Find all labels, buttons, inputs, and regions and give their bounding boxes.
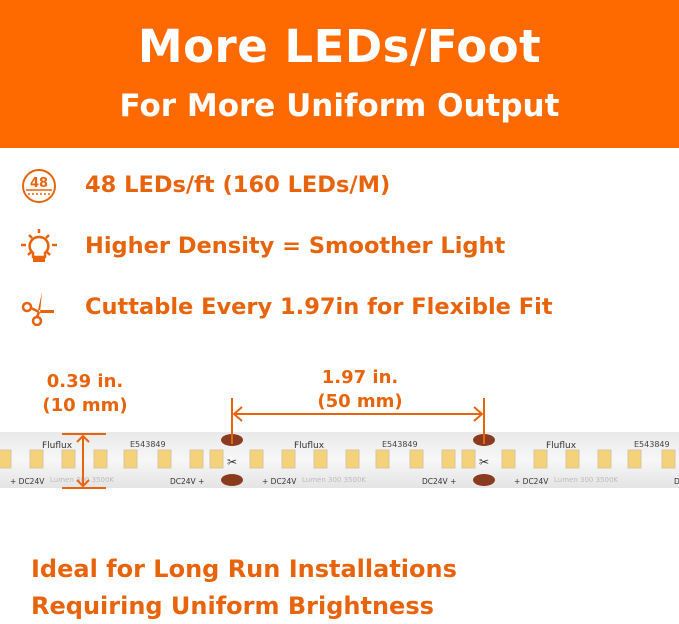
led-chip — [461, 449, 476, 469]
feature-text: Higher Density = Smoother Light — [85, 233, 506, 259]
svg-text:48: 48 — [30, 176, 48, 191]
strip-spec-label: Lumen 300 3500K — [554, 476, 618, 484]
led-chip — [597, 449, 612, 469]
led-chip — [61, 449, 76, 469]
led-chip — [345, 449, 360, 469]
led-chip — [93, 449, 108, 469]
header-banner: More LEDs/Foot For More Uniform Output — [0, 0, 679, 148]
led-chip — [565, 449, 580, 469]
solder-pad — [473, 474, 495, 486]
solder-pad — [221, 474, 243, 486]
strip-brand-label: Fluflux — [42, 441, 73, 451]
led-chip — [249, 449, 264, 469]
strip-width-label: 0.39 in. (10 mm) — [30, 370, 140, 418]
strip-spec-label: Lumen 300 3500K — [302, 476, 366, 484]
strip-voltage-label: DC24V + — [422, 477, 456, 486]
led-chip — [661, 449, 676, 469]
width-mm: (10 mm) — [42, 395, 128, 416]
led-chip — [157, 449, 172, 469]
feature-density: Higher Density = Smoother Light — [0, 227, 679, 267]
led-chip — [189, 449, 204, 469]
footer-line-2: Requiring Uniform Brightness — [31, 592, 434, 620]
strip-voltage-label: DC24V + — [170, 477, 204, 486]
led-chip — [375, 449, 390, 469]
strip-voltage-label: + DC24V — [10, 477, 45, 486]
feature-led-count: 48 48 LEDs/ft (160 LEDs/M) — [0, 166, 679, 206]
cut-mm: (50 mm) — [317, 391, 403, 412]
cut-inches: 1.97 in. — [321, 367, 399, 388]
page-title: More LEDs/Foot — [137, 20, 542, 73]
led-chip — [209, 449, 224, 469]
led-chip — [441, 449, 456, 469]
led-chip — [533, 449, 548, 469]
cut-interval-label: 1.97 in. (50 mm) — [300, 366, 420, 414]
width-inches: 0.39 in. — [46, 371, 124, 392]
page-subtitle: For More Uniform Output — [119, 88, 560, 124]
strip-voltage-label: + DC24V — [514, 477, 549, 486]
led-chip — [409, 449, 424, 469]
led-chip — [627, 449, 642, 469]
scissors-icon — [21, 292, 54, 326]
strip-voltage-label: + DC24V — [262, 477, 297, 486]
strip-brand-label: Fluflux — [546, 441, 577, 451]
footer-line-1: Ideal for Long Run Installations — [31, 555, 457, 583]
led-chip — [313, 449, 328, 469]
strip-brand-label: Fluflux — [294, 441, 325, 451]
strip-voltage-label: DC24V + — [674, 477, 679, 486]
led-count-48-icon: 48 — [22, 169, 56, 203]
feature-cuttable: Cuttable Every 1.97in for Flexible Fit — [0, 288, 679, 328]
led-chip — [501, 449, 516, 469]
led-chip — [29, 449, 44, 469]
strip-code-label: E543849 — [634, 440, 670, 449]
led-chip — [0, 449, 12, 469]
light-bulb-icon — [21, 229, 57, 262]
led-strip-diagram: ✂ Fluflux E543849 + DC24V DC24V + Lumen 300 3… — [0, 398, 679, 489]
feature-text: Cuttable Every 1.97in for Flexible Fit — [85, 294, 553, 320]
strip-code-label: E543849 — [130, 440, 166, 449]
cut-mark-icon: ✂ — [479, 455, 489, 469]
strip-code-label: E543849 — [382, 440, 418, 449]
led-chip — [281, 449, 296, 469]
dimension-lines — [62, 398, 485, 489]
cut-mark-icon: ✂ — [227, 455, 237, 469]
led-chip — [123, 449, 138, 469]
feature-text: 48 LEDs/ft (160 LEDs/M) — [85, 172, 391, 198]
